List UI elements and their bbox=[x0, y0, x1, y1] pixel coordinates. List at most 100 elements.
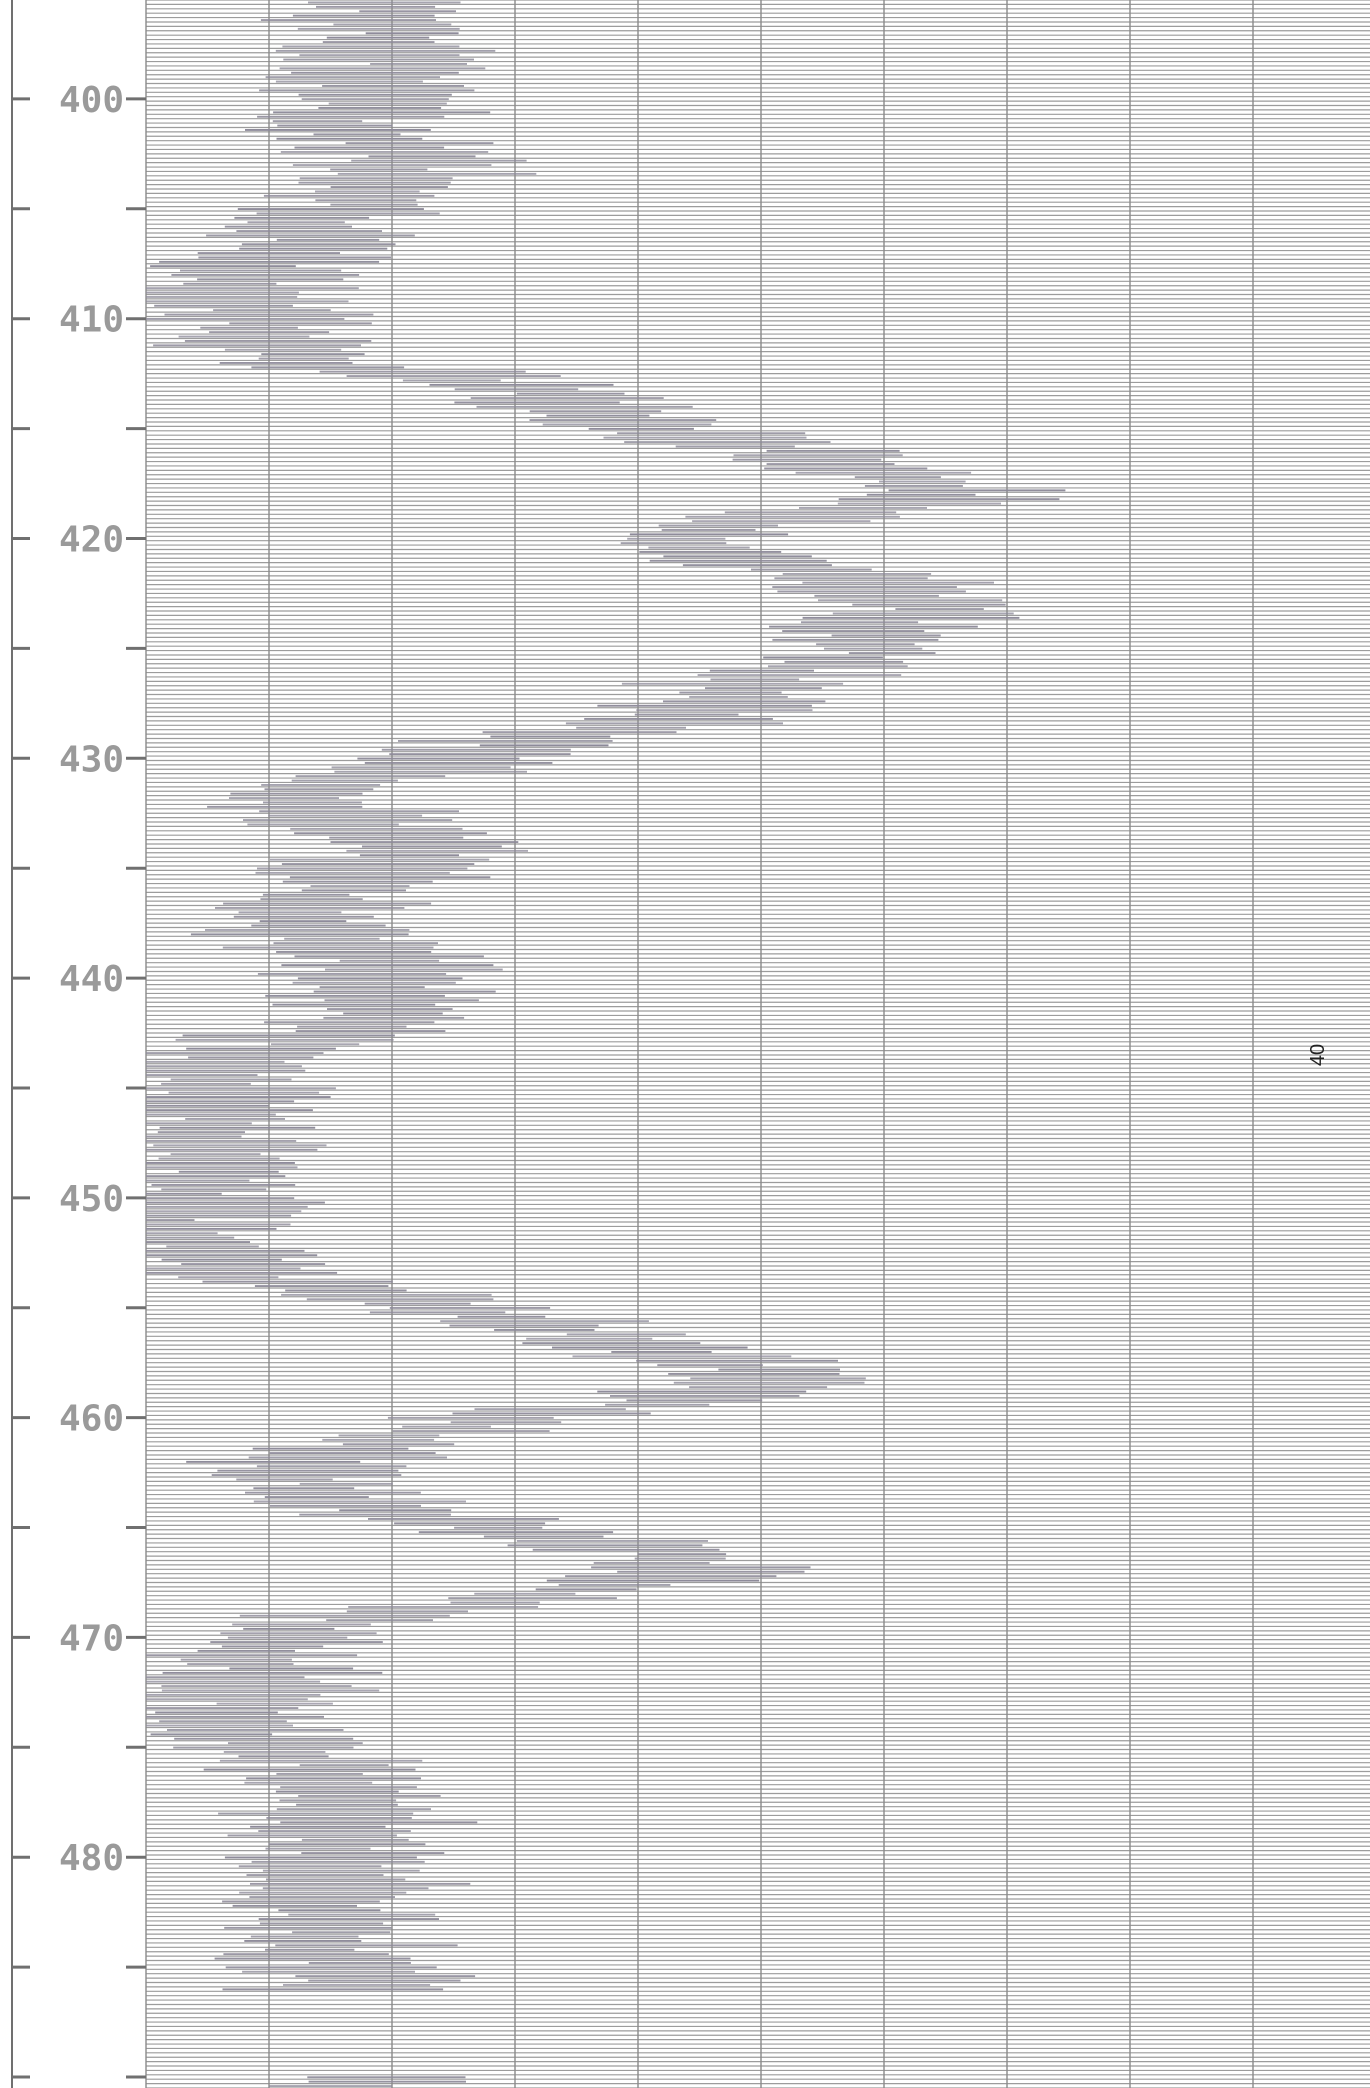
depth-label: 440 bbox=[59, 959, 124, 1000]
log-bar bbox=[246, 1874, 384, 1876]
log-bar bbox=[333, 23, 452, 26]
log-bar bbox=[221, 1645, 324, 1648]
log-bar bbox=[308, 1, 461, 4]
log-bar bbox=[182, 1034, 395, 1037]
log-bar bbox=[264, 788, 374, 791]
log-bar bbox=[565, 1575, 777, 1578]
log-bar bbox=[245, 129, 431, 131]
log-bar bbox=[316, 5, 436, 8]
log-bar bbox=[216, 1702, 333, 1705]
log-bar bbox=[310, 885, 410, 887]
log-bar bbox=[146, 1680, 321, 1683]
log-bar bbox=[186, 1460, 361, 1463]
log-bar bbox=[155, 1711, 278, 1714]
log-bar bbox=[294, 146, 445, 149]
log-bar bbox=[307, 2076, 466, 2079]
depth-label: 430 bbox=[59, 739, 124, 780]
log-bar bbox=[265, 994, 445, 997]
log-bar bbox=[146, 1179, 250, 1182]
log-bar bbox=[237, 208, 424, 210]
log-bar bbox=[146, 1271, 338, 1274]
log-bar bbox=[296, 1803, 398, 1806]
log-bar bbox=[522, 1342, 701, 1345]
log-bar bbox=[675, 445, 795, 448]
log-bar bbox=[276, 238, 380, 241]
log-bar bbox=[264, 1021, 435, 1024]
log-bar bbox=[170, 1153, 261, 1156]
log-bar bbox=[225, 1966, 437, 1969]
log-bar bbox=[323, 1016, 465, 1019]
log-bar bbox=[526, 1337, 653, 1340]
log-bar bbox=[308, 1979, 461, 1982]
log-bar bbox=[297, 1025, 407, 1028]
log-bar bbox=[273, 111, 491, 114]
log-bar bbox=[292, 1931, 391, 1934]
log-bar bbox=[351, 159, 527, 162]
log-bar bbox=[151, 1184, 296, 1186]
log-bar bbox=[724, 511, 897, 514]
log-bar bbox=[298, 93, 452, 96]
log-bar bbox=[186, 1047, 336, 1050]
log-bar bbox=[146, 1197, 295, 1200]
log-bar bbox=[591, 1566, 811, 1569]
log-bar bbox=[322, 1438, 435, 1441]
log-bar bbox=[180, 269, 342, 272]
log-bar bbox=[250, 1935, 359, 1938]
log-bar bbox=[223, 1751, 326, 1753]
log-bar bbox=[330, 168, 428, 171]
log-bar bbox=[146, 1676, 305, 1679]
log-bar bbox=[209, 331, 330, 334]
log-bar bbox=[206, 234, 415, 237]
log-bar bbox=[697, 674, 902, 676]
log-bar bbox=[661, 529, 756, 531]
log-bar bbox=[256, 212, 440, 215]
log-bar bbox=[357, 757, 520, 760]
log-bar bbox=[146, 1175, 286, 1178]
log-bar bbox=[449, 1324, 599, 1327]
log-bar bbox=[183, 282, 277, 285]
log-bar bbox=[685, 515, 900, 518]
log-bar bbox=[450, 1421, 562, 1424]
log-bar bbox=[146, 1693, 321, 1696]
log-bar bbox=[275, 1944, 458, 1947]
log-bar bbox=[161, 1188, 267, 1191]
log-bar bbox=[248, 1456, 447, 1459]
log-bar bbox=[146, 1122, 252, 1125]
log-bar bbox=[283, 58, 474, 61]
log-bar bbox=[802, 616, 1020, 619]
log-bar bbox=[243, 1627, 335, 1630]
log-bar bbox=[210, 1641, 383, 1643]
log-bar bbox=[299, 54, 460, 57]
log-bar bbox=[627, 537, 726, 540]
log-bar bbox=[251, 924, 386, 927]
log-bar bbox=[636, 709, 813, 712]
log-bar bbox=[795, 471, 972, 474]
log-bar bbox=[418, 1531, 614, 1534]
log-bar bbox=[624, 441, 831, 443]
log-bar bbox=[234, 216, 370, 219]
log-bar bbox=[673, 1381, 865, 1384]
log-bar bbox=[777, 590, 966, 593]
log-bar bbox=[326, 1619, 433, 1622]
log-bar bbox=[348, 1606, 539, 1608]
log-bar bbox=[298, 1795, 441, 1797]
log-bar bbox=[146, 1087, 336, 1090]
log-bar bbox=[291, 71, 459, 74]
log-bar bbox=[146, 1060, 285, 1063]
depth-label: 470 bbox=[59, 1618, 124, 1659]
log-bar bbox=[429, 383, 614, 386]
log-bar bbox=[254, 1285, 389, 1287]
log-bar bbox=[362, 845, 502, 848]
log-bar bbox=[801, 621, 919, 624]
log-bar bbox=[289, 876, 491, 879]
log-bar bbox=[566, 1333, 686, 1336]
log-bar bbox=[224, 1856, 417, 1859]
log-bar bbox=[246, 1777, 421, 1780]
log-bar bbox=[203, 1768, 416, 1771]
log-bar bbox=[161, 1082, 251, 1085]
log-bar bbox=[164, 313, 374, 316]
log-bar bbox=[295, 1030, 446, 1032]
log-bar bbox=[275, 80, 423, 83]
log-bar bbox=[389, 753, 571, 756]
log-bar bbox=[298, 181, 451, 184]
